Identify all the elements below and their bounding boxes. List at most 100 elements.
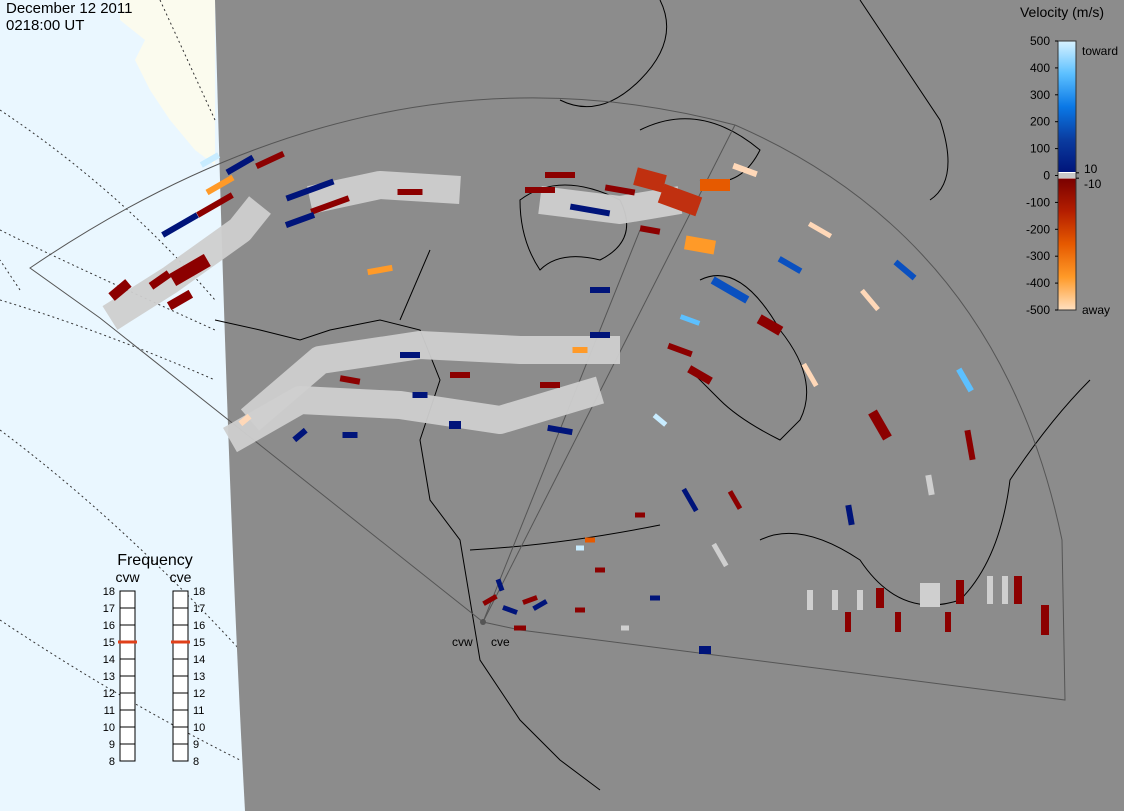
scatter-cell bbox=[285, 178, 335, 202]
scatter-cell bbox=[964, 429, 976, 461]
scatter-cell bbox=[339, 375, 361, 385]
colorbar-away bbox=[1058, 178, 1076, 310]
scatter-cell bbox=[893, 259, 917, 281]
colorbar-toward bbox=[1058, 41, 1076, 173]
time: 0218:00 UT bbox=[6, 17, 84, 34]
scatter-cell bbox=[895, 612, 901, 632]
scatter-cell bbox=[1002, 576, 1008, 604]
scatter-cell bbox=[449, 421, 461, 429]
frequency-tick-label: 9 bbox=[193, 739, 199, 751]
frequency-tick-label: 11 bbox=[193, 705, 204, 717]
scatter-cell bbox=[495, 578, 505, 592]
scatter-cell bbox=[572, 347, 588, 353]
scatter-cell bbox=[857, 590, 863, 610]
scatter-cell bbox=[585, 537, 595, 543]
scatter-cell bbox=[196, 192, 234, 218]
boundary bbox=[399, 249, 661, 551]
scatter-cell bbox=[650, 595, 660, 601]
scatter-cell bbox=[699, 646, 711, 654]
colorbar-end-label: away bbox=[1082, 303, 1110, 317]
ground-scatter bbox=[240, 331, 620, 431]
scatter-cell bbox=[860, 288, 880, 312]
frequency-tick-label: 8 bbox=[109, 756, 115, 768]
scatter-cell bbox=[987, 576, 993, 604]
scatter-cell bbox=[700, 179, 730, 191]
site-label: cvw bbox=[452, 635, 473, 649]
scatter-cell bbox=[238, 413, 252, 427]
scatter-cell bbox=[920, 583, 940, 607]
scatter-cell bbox=[657, 183, 703, 217]
scatter-cell bbox=[255, 150, 285, 170]
scatter-cell bbox=[342, 432, 358, 438]
frequency-tick-label: 15 bbox=[103, 637, 115, 649]
scatter-cell bbox=[108, 279, 132, 301]
colorbar: 500 400 300 200 100 0 -100 -200 -300 -400 -500 10-1… bbox=[1026, 34, 1118, 317]
scatter-cell bbox=[945, 612, 951, 632]
scatter-cell bbox=[956, 367, 974, 393]
frequency-tick-label: 16 bbox=[193, 620, 205, 632]
frequency-tick-label: 17 bbox=[193, 603, 205, 615]
scatter-cell bbox=[590, 287, 610, 293]
colorbar-tick-label: 300 bbox=[1030, 88, 1050, 102]
colorbar-tick-label: -10 bbox=[1084, 177, 1102, 191]
colorbar-tick-label: 400 bbox=[1030, 61, 1050, 75]
colorbar-tick-label: 10 bbox=[1084, 162, 1098, 176]
frequency-tick-label: 10 bbox=[103, 722, 115, 734]
frequency-tick-label: 18 bbox=[103, 586, 115, 598]
scatter-cell bbox=[545, 172, 575, 178]
frequency-tick-label: 16 bbox=[103, 620, 115, 632]
colorbar-tick-label: -200 bbox=[1026, 222, 1050, 236]
radar-site bbox=[480, 619, 486, 625]
scatter-cell bbox=[522, 595, 538, 605]
scatter-cell bbox=[633, 167, 667, 193]
scatter-cell bbox=[547, 424, 573, 436]
scatter-cell bbox=[756, 314, 784, 336]
scatter-cell bbox=[161, 212, 199, 238]
scatter-cell bbox=[284, 212, 316, 228]
frequency-title: Frequency bbox=[117, 552, 193, 569]
colorbar-zero bbox=[1057, 172, 1077, 179]
scatter-cell bbox=[1041, 605, 1049, 635]
frequency-tick-label: 18 bbox=[193, 586, 205, 598]
colorbar-tick-label: -100 bbox=[1026, 195, 1050, 209]
scatter-cell bbox=[807, 221, 833, 239]
frequency-tick-label: 9 bbox=[109, 739, 115, 751]
frequency-tick-label: 12 bbox=[193, 688, 205, 700]
scale-title: Velocity (m/s) bbox=[1020, 4, 1104, 20]
frequency-tick-label: 14 bbox=[103, 654, 115, 666]
frequency-tick-label: 13 bbox=[103, 671, 115, 683]
scatter-cell bbox=[569, 203, 611, 217]
scatter-cell bbox=[652, 413, 668, 427]
scatter-cell bbox=[412, 392, 428, 398]
frequency-tick-label: 15 bbox=[193, 637, 205, 649]
scatter-cells bbox=[102, 150, 1049, 654]
scatter-cell bbox=[621, 625, 629, 631]
scatter-cell bbox=[1014, 576, 1022, 604]
land bbox=[120, 0, 215, 165]
scatter-cell bbox=[514, 625, 526, 631]
scatter-cell bbox=[482, 594, 498, 606]
colorbar-tick-label: -400 bbox=[1026, 276, 1050, 290]
scatter-cell bbox=[575, 607, 585, 613]
ground-scatter bbox=[307, 171, 461, 214]
date: December 12 2011 bbox=[6, 0, 132, 17]
frequency-tick-label: 8 bbox=[193, 756, 199, 768]
ground-scatter bbox=[102, 196, 271, 330]
scatter-cell bbox=[876, 588, 884, 608]
scatter-cell bbox=[148, 270, 172, 290]
scatter-cell bbox=[199, 152, 221, 168]
scatter-cell bbox=[727, 490, 743, 510]
scatter-cell bbox=[684, 235, 716, 255]
scatter-cell bbox=[576, 545, 584, 551]
scatter-cell bbox=[450, 372, 470, 378]
scatter-cell bbox=[925, 474, 935, 496]
colorbar-tick-label: -500 bbox=[1026, 303, 1050, 317]
frequency-tick-label: 17 bbox=[103, 603, 115, 615]
colorbar-tick-label: -300 bbox=[1026, 249, 1050, 263]
scatter-cell bbox=[710, 276, 750, 304]
scatter-cell bbox=[711, 542, 729, 568]
scatter-cell bbox=[635, 512, 645, 518]
scatter-cell bbox=[679, 314, 701, 326]
scatter-cell bbox=[367, 264, 393, 276]
